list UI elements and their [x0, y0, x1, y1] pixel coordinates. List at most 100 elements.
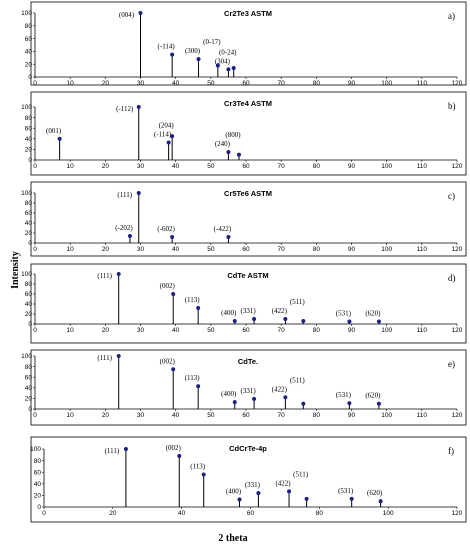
panel-frame	[30, 181, 467, 257]
x-tick-label: 40	[172, 80, 180, 87]
peak-label: (002)	[160, 282, 176, 290]
x-tick-label: 10	[67, 246, 75, 253]
x-tick-label: 50	[207, 246, 215, 253]
panel-letter: a)	[448, 11, 455, 21]
y-tick-label: 0	[37, 504, 41, 511]
peak-label: (002)	[160, 357, 176, 365]
x-tick-label: 0	[42, 510, 46, 517]
peak-label: (111)	[105, 447, 120, 455]
peak-label: (511)	[290, 376, 306, 384]
x-tick-label: 70	[278, 327, 286, 334]
panel-2: 0 20 40 60 80 100 0 10 20 30 40 50 60 70 80 90 100 110 120…	[21, 91, 467, 176]
peak-marker	[237, 497, 242, 502]
x-tick-label: 50	[207, 163, 215, 170]
x-tick-label: 30	[137, 163, 145, 170]
peak-label: (-112)	[116, 105, 134, 113]
panel-title: Cr5Te6 ASTM	[224, 189, 272, 198]
x-tick-label: 100	[381, 80, 392, 87]
panel-5: 0 20 40 60 80 100 0 10 20 30 40 50 60 70 80 90 100 110 120…	[21, 349, 467, 426]
peak-label: (001)	[46, 127, 62, 135]
x-tick-label: 60	[242, 163, 250, 170]
panel-title: CdCrTe-4p	[229, 444, 267, 453]
panel-frame	[30, 349, 467, 426]
peak-label: (531)	[336, 391, 352, 399]
peak-label: (004)	[119, 11, 135, 19]
y-axis-title: Intensity	[10, 251, 21, 289]
y-tick-label: 100	[30, 446, 41, 453]
peak-label: (-114)	[154, 131, 172, 139]
peak-marker	[226, 150, 231, 155]
x-tick-label: 110	[417, 412, 428, 419]
x-tick-label: 110	[417, 327, 428, 334]
x-tick-label: 30	[137, 80, 145, 87]
peak-marker	[215, 63, 220, 68]
peak-label: (111)	[117, 191, 132, 199]
peak-label: (111)	[97, 354, 112, 362]
x-tick-label: 120	[452, 412, 463, 419]
y-tick-label: 0	[28, 74, 32, 81]
peak-marker	[136, 104, 141, 110]
peak-label: (113)	[185, 296, 201, 304]
x-tick-label: 20	[102, 246, 110, 253]
y-tick-label: 60	[25, 291, 33, 298]
x-tick-label: 20	[102, 412, 110, 419]
peak-marker	[376, 319, 381, 324]
x-tick-label: 120	[452, 327, 463, 334]
x-tick-label: 90	[348, 80, 356, 87]
peak-label: (400)	[226, 487, 242, 495]
peak-label: (331)	[241, 307, 257, 315]
peak-label: (422)	[275, 479, 291, 487]
x-tick-label: 40	[172, 412, 180, 419]
peak-marker	[378, 499, 383, 504]
y-tick-label: 80	[25, 200, 33, 207]
x-tick-label: 30	[137, 327, 145, 334]
x-tick-label: 90	[348, 246, 356, 253]
peak-label: (-114)	[158, 43, 176, 51]
x-tick-label: 120	[452, 163, 463, 170]
y-tick-label: 20	[25, 396, 33, 403]
peak-label: (620)	[365, 310, 381, 318]
peak-marker	[283, 395, 288, 400]
panel-letter: c)	[448, 191, 455, 201]
x-tick-label: 70	[278, 246, 286, 253]
y-tick-label: 0	[28, 321, 32, 328]
peak-marker	[226, 67, 231, 72]
peak-label: (422)	[272, 307, 288, 315]
peak-marker	[256, 491, 261, 496]
panel-frame	[30, 436, 467, 523]
x-tick-label: 20	[102, 163, 110, 170]
peak-marker	[170, 234, 175, 240]
peak-label: (113)	[185, 374, 201, 382]
x-tick-label: 20	[102, 327, 110, 334]
x-tick-label: 80	[313, 80, 321, 87]
peak-marker	[138, 10, 143, 16]
peak-marker	[123, 446, 128, 452]
peak-label: (240)	[215, 140, 231, 148]
x-tick-label: 80	[313, 246, 321, 253]
y-tick-label: 80	[34, 458, 42, 465]
x-tick-label: 30	[137, 412, 145, 419]
peak-marker	[226, 234, 231, 240]
peak-marker	[301, 318, 306, 324]
x-tick-label: 50	[207, 80, 215, 87]
peak-marker	[166, 140, 171, 145]
x-tick-label: 120	[452, 246, 463, 253]
panel-frame	[30, 91, 467, 176]
x-tick-label: 0	[33, 163, 37, 170]
x-tick-label: 0	[33, 412, 37, 419]
x-tick-label: 100	[381, 412, 392, 419]
peak-marker	[231, 65, 236, 71]
peak-label: (531)	[336, 310, 352, 318]
x-tick-label: 60	[247, 510, 255, 517]
x-tick-label: 0	[33, 246, 37, 253]
peak-marker	[349, 496, 354, 501]
y-tick-label: 0	[28, 406, 32, 413]
y-tick-label: 40	[25, 301, 33, 308]
peak-label: (304)	[215, 57, 231, 65]
x-tick-label: 120	[452, 510, 463, 517]
peak-marker	[57, 136, 62, 141]
peak-label: (204)	[159, 122, 175, 130]
peak-marker	[116, 353, 121, 359]
y-tick-label: 80	[25, 115, 33, 122]
peak-marker	[196, 305, 201, 311]
